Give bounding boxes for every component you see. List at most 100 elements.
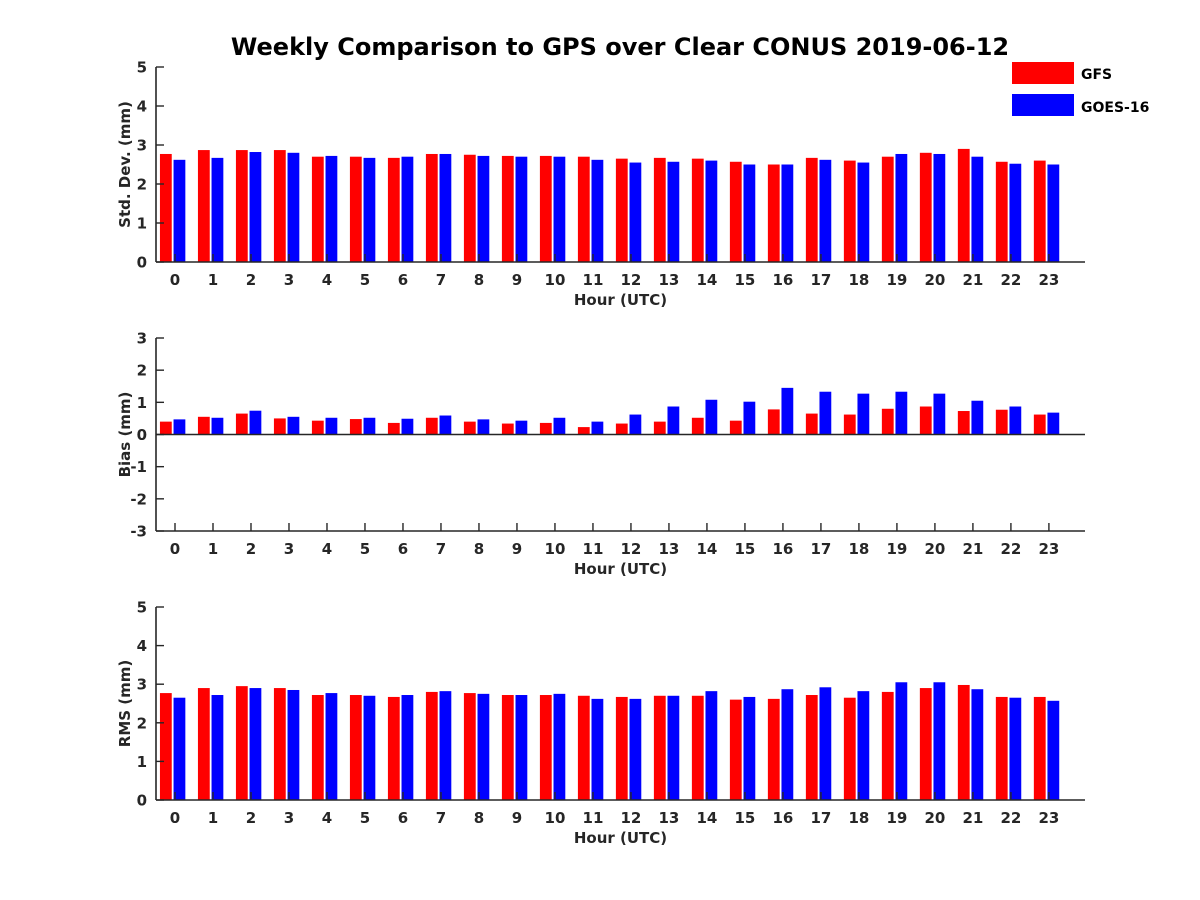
bar-goes-16-hour-5-panel-2 [363, 417, 376, 435]
bar-goes-16-hour-13-panel-2 [667, 406, 680, 435]
bar-gfs-hour-14-panel-1 [691, 158, 704, 262]
x-tick-label: 6 [398, 271, 408, 289]
x-tick-label: 3 [284, 540, 294, 558]
bar-goes-16-hour-22-panel-1 [1009, 163, 1022, 262]
bar-gfs-hour-0-panel-2 [159, 421, 172, 435]
x-tick-label: 5 [360, 271, 370, 289]
x-tick-label: 5 [360, 540, 370, 558]
bar-goes-16-hour-11-panel-1 [591, 159, 604, 262]
x-tick-label: 17 [810, 809, 831, 827]
x-tick-label: 23 [1038, 271, 1059, 289]
x-tick-label: 3 [284, 809, 294, 827]
bar-gfs-hour-21-panel-3 [957, 684, 970, 800]
bar-gfs-hour-3-panel-1 [273, 150, 286, 262]
bar-goes-16-hour-10-panel-2 [553, 417, 566, 435]
bar-goes-16-hour-0-panel-2 [173, 419, 186, 435]
x-tick-label: 8 [474, 809, 484, 827]
bar-gfs-hour-5-panel-1 [349, 156, 362, 262]
x-tick-label: 20 [924, 271, 945, 289]
bar-gfs-hour-10-panel-2 [539, 422, 552, 435]
bar-goes-16-hour-22-panel-3 [1009, 697, 1022, 800]
bar-gfs-hour-13-panel-2 [653, 421, 666, 435]
bar-gfs-hour-22-panel-3 [995, 696, 1008, 800]
x-tick-label: 21 [962, 271, 983, 289]
bar-gfs-hour-11-panel-2 [577, 427, 590, 435]
y-tick-label: 3 [137, 330, 147, 348]
bar-gfs-hour-10-panel-1 [539, 155, 552, 262]
x-tick-label: 9 [512, 271, 522, 289]
bar-goes-16-hour-21-panel-3 [971, 689, 984, 800]
bar-gfs-hour-4-panel-2 [311, 420, 324, 435]
bar-gfs-hour-20-panel-2 [919, 406, 932, 435]
x-tick-label: 18 [848, 809, 869, 827]
bar-goes-16-hour-19-panel-1 [895, 153, 908, 262]
bar-goes-16-hour-11-panel-2 [591, 421, 604, 435]
bar-goes-16-hour-3-panel-1 [287, 152, 300, 262]
y-tick-label: 4 [137, 637, 147, 655]
bar-goes-16-hour-4-panel-1 [325, 155, 338, 262]
bar-goes-16-hour-1-panel-3 [211, 695, 224, 800]
bar-gfs-hour-11-panel-3 [577, 695, 590, 800]
bar-goes-16-hour-8-panel-2 [477, 419, 490, 435]
bar-goes-16-hour-21-panel-1 [971, 156, 984, 262]
x-tick-label: 16 [772, 540, 793, 558]
bar-goes-16-hour-19-panel-3 [895, 682, 908, 800]
bar-gfs-hour-2-panel-3 [235, 686, 248, 800]
bar-gfs-hour-12-panel-1 [615, 158, 628, 262]
bar-goes-16-hour-3-panel-2 [287, 416, 300, 435]
bar-gfs-hour-15-panel-1 [729, 161, 742, 262]
x-tick-label: 20 [924, 809, 945, 827]
bar-goes-16-hour-16-panel-3 [781, 689, 794, 800]
x-tick-label: 17 [810, 271, 831, 289]
bar-goes-16-hour-8-panel-3 [477, 693, 490, 800]
bar-goes-16-hour-22-panel-2 [1009, 406, 1022, 435]
y-tick-label: 1 [137, 394, 147, 412]
x-tick-label: 13 [659, 540, 680, 558]
y-tick-label: -1 [130, 458, 147, 476]
bar-gfs-hour-16-panel-2 [767, 409, 780, 435]
x-tick-label: 7 [436, 271, 446, 289]
bar-gfs-hour-19-panel-2 [881, 408, 894, 435]
bar-goes-16-hour-15-panel-3 [743, 696, 756, 800]
bar-gfs-hour-23-panel-3 [1033, 696, 1046, 800]
x-tick-label: 11 [583, 540, 604, 558]
y-tick-label: 0 [137, 426, 147, 444]
y-axis-label: RMS (mm) [116, 660, 134, 747]
bar-goes-16-hour-23-panel-2 [1047, 412, 1060, 435]
x-tick-label: 23 [1038, 540, 1059, 558]
x-tick-label: 7 [436, 540, 446, 558]
y-tick-label: 5 [137, 59, 147, 77]
x-tick-label: 4 [322, 809, 332, 827]
bar-goes-16-hour-3-panel-3 [287, 689, 300, 800]
bar-goes-16-hour-9-panel-3 [515, 695, 528, 800]
bar-goes-16-hour-23-panel-1 [1047, 164, 1060, 262]
x-tick-label: 0 [170, 271, 180, 289]
y-tick-label: 3 [137, 676, 147, 694]
bar-gfs-hour-11-panel-1 [577, 156, 590, 262]
bar-gfs-hour-5-panel-3 [349, 695, 362, 800]
bar-gfs-hour-12-panel-3 [615, 696, 628, 800]
x-tick-label: 9 [512, 809, 522, 827]
bar-gfs-hour-4-panel-3 [311, 695, 324, 800]
x-tick-label: 21 [962, 809, 983, 827]
x-tick-label: 3 [284, 271, 294, 289]
x-tick-label: 1 [208, 809, 218, 827]
x-tick-label: 5 [360, 809, 370, 827]
x-tick-label: 0 [170, 540, 180, 558]
bar-goes-16-hour-2-panel-2 [249, 410, 262, 435]
bar-gfs-hour-16-panel-1 [767, 164, 780, 262]
x-tick-label: 10 [545, 809, 566, 827]
bar-goes-16-hour-21-panel-2 [971, 400, 984, 435]
x-tick-label: 6 [398, 809, 408, 827]
bar-gfs-hour-16-panel-3 [767, 698, 780, 800]
x-tick-label: 1 [208, 540, 218, 558]
bar-gfs-hour-9-panel-3 [501, 695, 514, 800]
bar-goes-16-hour-4-panel-2 [325, 417, 338, 435]
x-tick-label: 22 [1000, 809, 1021, 827]
bar-gfs-hour-3-panel-2 [273, 418, 286, 435]
bar-goes-16-hour-12-panel-3 [629, 698, 642, 800]
